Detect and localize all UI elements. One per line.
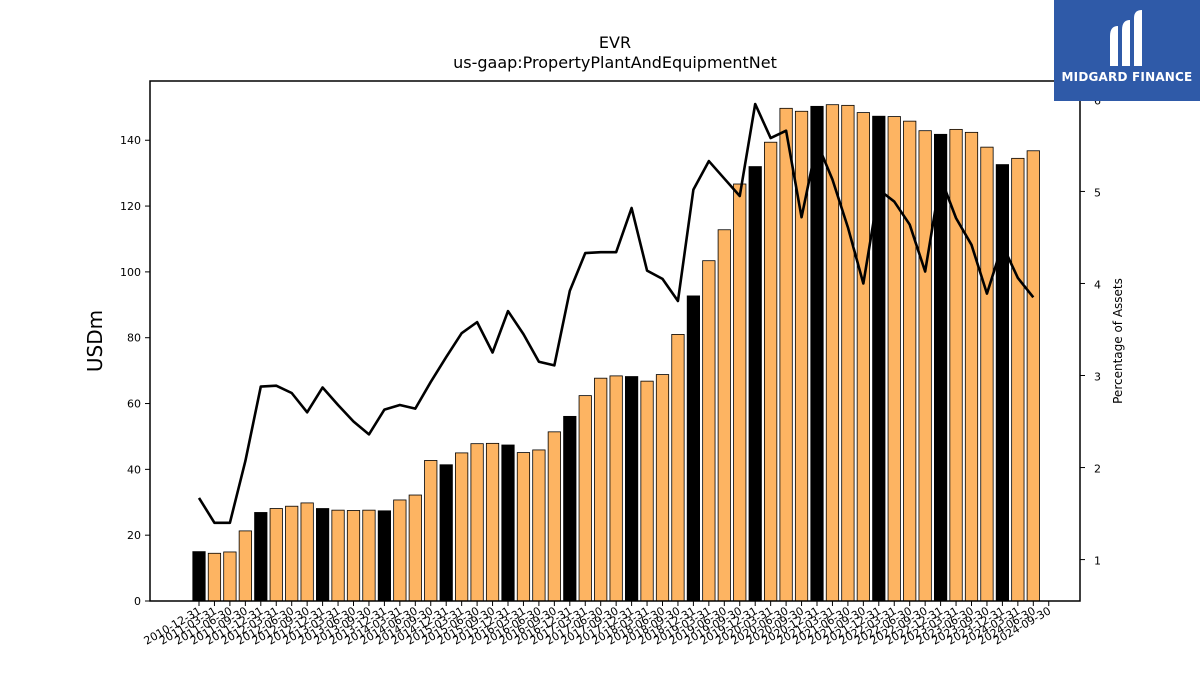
chart-subtitle: us-gaap:PropertyPlantAndEquipmentNet [453, 53, 777, 72]
bar [841, 104, 855, 602]
bar [470, 443, 484, 602]
bar [269, 508, 283, 602]
bar [516, 452, 531, 602]
bar [810, 105, 824, 602]
bar [331, 509, 345, 602]
bar [439, 464, 453, 602]
bar [594, 377, 608, 602]
y2-tick-label: 2 [1094, 463, 1101, 476]
bar [655, 374, 670, 602]
bar [192, 551, 206, 602]
bar [779, 107, 793, 602]
bar [254, 512, 268, 602]
bar [362, 509, 376, 602]
bar [733, 183, 747, 602]
bar [686, 295, 701, 602]
x-axis-ticks: 2010-12-312011-03-312011-06-302011-09-30… [142, 601, 1053, 648]
brand-logo: MIDGARD FINANCE [1054, 0, 1200, 101]
bar [887, 116, 901, 602]
y2-tick-label: 1 [1094, 555, 1101, 568]
y-tick-label: 80 [127, 332, 141, 345]
y2-tick-label: 3 [1094, 371, 1101, 384]
series-line [197, 102, 1035, 525]
bar [964, 131, 979, 602]
bar [501, 444, 515, 602]
right-axis-ticks: 123456 [1080, 94, 1101, 568]
bar [625, 376, 639, 602]
bar [748, 166, 762, 602]
bar [300, 502, 314, 602]
bar [640, 380, 654, 602]
bar [794, 110, 809, 602]
left-axis-ticks: 0 20 40 60 80 100 120 140 [120, 134, 150, 608]
bar [455, 452, 469, 602]
y-tick-label: 100 [120, 266, 141, 279]
bar [223, 551, 237, 602]
bar [1011, 157, 1025, 602]
logo-mark-icon [1110, 10, 1142, 66]
bar [578, 395, 592, 602]
bar [346, 510, 361, 602]
bar [393, 499, 407, 602]
y2-tick-label: 5 [1094, 186, 1101, 199]
bar [532, 449, 546, 602]
line-series [197, 102, 1035, 525]
y-tick-label: 20 [127, 529, 141, 542]
bar [764, 141, 778, 602]
y-axis-label-left: USDm [83, 310, 107, 372]
bar [903, 120, 917, 602]
y-tick-label: 60 [127, 398, 141, 411]
bar [995, 164, 1010, 602]
bar [315, 508, 330, 602]
logo-text: MIDGARD FINANCE [1061, 70, 1193, 84]
y2-tick-label: 4 [1094, 278, 1101, 291]
bar [1026, 150, 1040, 602]
bar [609, 375, 623, 602]
bar [377, 510, 392, 602]
y-axis-label-right: Percentage of Assets [1111, 278, 1125, 404]
y-tick-label: 40 [127, 463, 141, 476]
bar [408, 494, 422, 602]
bar [671, 334, 685, 602]
bar [424, 460, 438, 602]
y-tick-label: 140 [120, 134, 141, 147]
bar [980, 146, 994, 602]
bar [285, 505, 299, 602]
bar-series [192, 104, 1040, 602]
bar [856, 112, 870, 602]
bar [485, 442, 500, 602]
bar [918, 130, 932, 602]
plot-frame [149, 80, 1081, 602]
y-tick-label: 0 [134, 595, 141, 608]
bar [547, 431, 561, 602]
bar [207, 552, 222, 602]
chart-title: EVR [599, 33, 631, 52]
y-tick-label: 120 [120, 200, 141, 213]
bar [949, 128, 963, 602]
bar [702, 260, 716, 602]
bar [563, 415, 577, 602]
bar [238, 530, 252, 602]
bar [717, 229, 731, 602]
